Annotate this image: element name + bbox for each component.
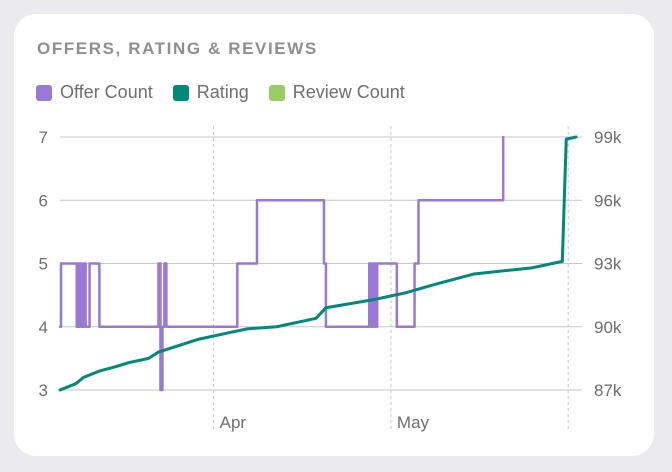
- legend-swatch-offer-count: [36, 84, 52, 101]
- legend-swatch-rating: [172, 84, 189, 101]
- chart-card: OFFERS, RATING & REVIEWS Offer Count Rat…: [14, 14, 654, 456]
- y-left-tick-label: 4: [39, 318, 48, 337]
- legend-label-offer-count: Offer Count: [60, 82, 153, 102]
- series-line-offer-count: [58, 135, 505, 392]
- chart-legend: Offer Count Rating Review Count: [36, 82, 405, 103]
- x-tick-label: Apr: [220, 413, 247, 432]
- y-right-tick-label: 99k: [594, 128, 622, 147]
- y-left-tick-label: 3: [39, 381, 48, 400]
- chart-title: OFFERS, RATING & REVIEWS: [37, 39, 318, 58]
- y-right-tick-label: 87k: [594, 381, 622, 400]
- legend-item-review-count[interactable]: Review Count: [268, 82, 405, 103]
- x-tick-label: May: [397, 413, 430, 432]
- y-right-tick-label: 96k: [594, 191, 622, 210]
- y-right-tick-label: 93k: [594, 255, 622, 274]
- y-left-tick-label: 5: [39, 255, 48, 274]
- legend-label-review-count: Review Count: [292, 82, 405, 102]
- legend-item-offer-count[interactable]: Offer Count: [36, 82, 153, 103]
- y-right-tick-label: 90k: [594, 318, 622, 337]
- y-left-tick-label: 7: [39, 128, 48, 147]
- legend-label-rating: Rating: [196, 82, 249, 102]
- legend-item-rating[interactable]: Rating: [172, 82, 249, 103]
- legend-swatch-review-count: [268, 84, 285, 101]
- y-left-tick-label: 6: [39, 191, 48, 210]
- series-line-rating: [58, 135, 578, 392]
